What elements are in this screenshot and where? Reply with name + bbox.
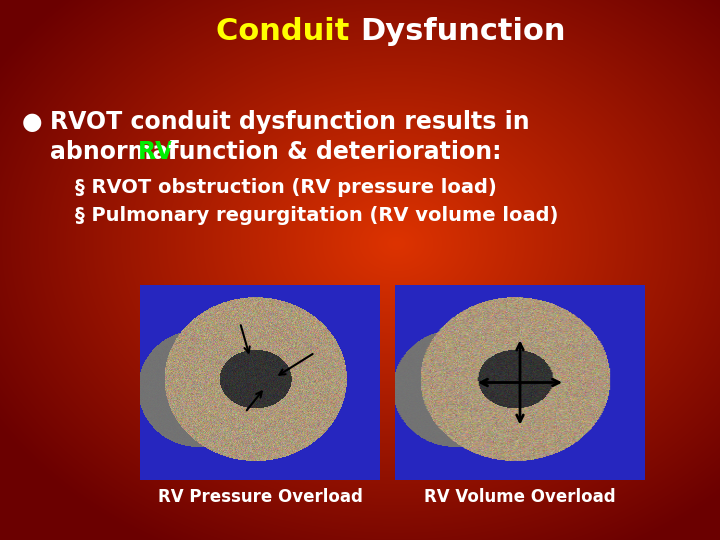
Text: § Pulmonary regurgitation (RV volume load): § Pulmonary regurgitation (RV volume loa… [75,206,559,225]
Text: RVOT conduit dysfunction results in: RVOT conduit dysfunction results in [50,110,530,134]
Text: Conduit: Conduit [216,17,360,46]
Text: abnormal: abnormal [50,140,184,164]
Text: ●: ● [22,110,42,134]
Text: RV: RV [138,140,174,164]
Text: function & deterioration:: function & deterioration: [160,140,502,164]
Text: RV Volume Overload: RV Volume Overload [424,488,616,506]
Text: § RVOT obstruction (RV pressure load): § RVOT obstruction (RV pressure load) [75,178,497,197]
Text: Dysfunction: Dysfunction [360,17,565,46]
Text: RV Pressure Overload: RV Pressure Overload [158,488,362,506]
